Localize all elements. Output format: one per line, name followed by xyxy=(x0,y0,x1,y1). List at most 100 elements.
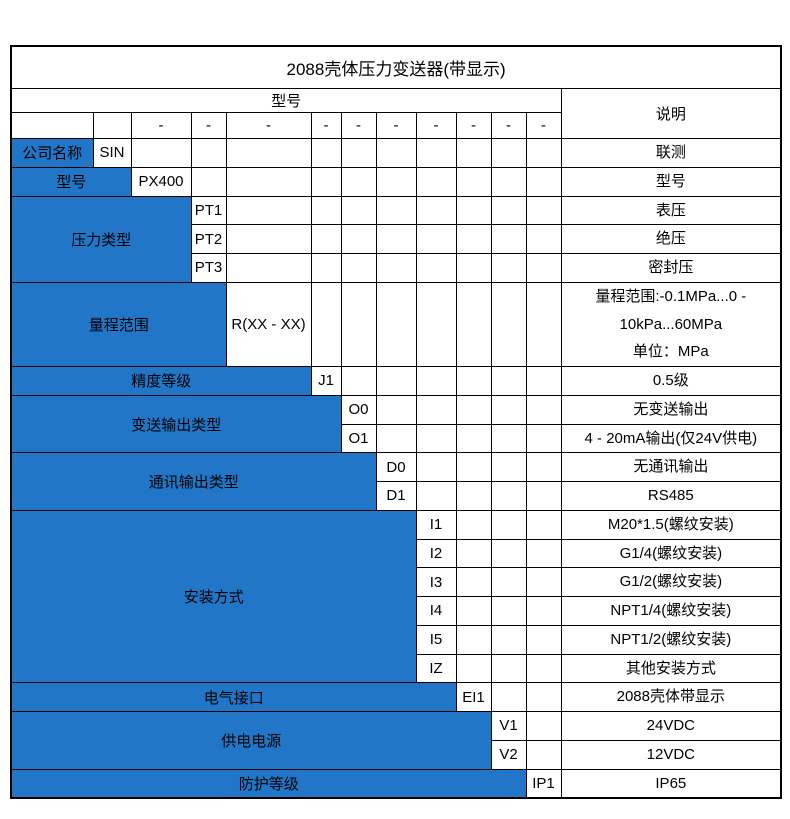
empty-cell xyxy=(490,138,527,168)
empty-cell xyxy=(130,138,192,168)
empty-cell xyxy=(490,452,527,482)
empty-cell xyxy=(525,224,562,254)
empty-cell xyxy=(455,195,492,226)
option-row: I3 G1/2(螺纹安装) xyxy=(11,567,782,597)
empty-cell xyxy=(525,596,562,626)
option-code: PT2 xyxy=(190,224,227,254)
option-code: PT3 xyxy=(190,253,227,283)
empty-cell xyxy=(455,596,492,626)
empty-cell xyxy=(225,166,312,197)
empty-cell xyxy=(375,138,417,168)
option-code: I5 xyxy=(415,624,457,655)
option-description: 24VDC xyxy=(560,711,782,741)
empty-cell xyxy=(415,423,457,454)
empty-cell xyxy=(455,624,492,655)
model-header-row: 型号 说明 xyxy=(10,88,782,139)
empty-cell xyxy=(525,739,562,770)
empty-cell xyxy=(225,224,312,254)
option-row: O1 4 - 20mA输出(仅24V供电) xyxy=(11,423,782,454)
empty-cell xyxy=(375,195,417,226)
option-code: I3 xyxy=(415,567,457,597)
dash-cell: - xyxy=(190,112,227,139)
section-label: 型号 xyxy=(10,166,132,197)
option-row: 供电电源 V1 24VDC xyxy=(10,711,782,770)
empty-cell xyxy=(190,166,227,197)
dash-cell: - xyxy=(340,112,377,139)
empty-cell xyxy=(415,366,457,396)
empty-cell xyxy=(415,138,457,168)
empty-cell xyxy=(340,281,377,368)
empty-cell xyxy=(490,624,527,655)
option-code: IZ xyxy=(415,653,457,684)
selection-table-body: 公司名称 SIN 联测 型号 PX400 型号 压力类型 PT1 表压 PT2 绝压 PT3 密封压 量程… xyxy=(10,138,782,799)
empty-cell xyxy=(490,596,527,626)
option-description: 密封压 xyxy=(560,253,782,283)
empty-cell xyxy=(455,253,492,283)
empty-cell xyxy=(415,394,457,425)
empty-cell xyxy=(375,394,417,425)
empty-cell xyxy=(225,253,312,283)
dash-cell: - xyxy=(130,112,192,139)
option-row: IZ 其他安装方式 xyxy=(11,653,782,684)
option-description: 无通讯输出 xyxy=(560,452,782,482)
dash-cell: - xyxy=(415,112,457,139)
empty-cell xyxy=(455,653,492,684)
empty-cell xyxy=(340,138,377,168)
option-row: 防护等级 IP1 IP65 xyxy=(10,768,782,799)
description-header: 说明 xyxy=(560,88,782,139)
option-code: J1 xyxy=(310,366,342,396)
dash-cell: - xyxy=(490,112,527,139)
option-description: 联测 xyxy=(560,138,782,168)
option-code: V1 xyxy=(490,711,527,741)
empty-cell xyxy=(415,481,457,511)
empty-cell xyxy=(525,423,562,454)
empty-cell xyxy=(490,567,527,597)
option-row: 安装方式 I1 M20*1.5(螺纹安装) xyxy=(10,509,782,684)
empty-cell xyxy=(490,366,527,396)
empty-cell xyxy=(490,682,527,712)
empty-cell xyxy=(455,166,492,197)
empty-cell xyxy=(455,138,492,168)
empty-cell xyxy=(415,253,457,283)
empty-cell xyxy=(525,452,562,482)
option-description: NPT1/2(螺纹安装) xyxy=(560,624,782,655)
option-description: IP65 xyxy=(560,768,782,799)
empty-header-cell xyxy=(92,112,132,139)
option-code: EI1 xyxy=(455,682,492,712)
option-description: 其他安装方式 xyxy=(560,653,782,684)
empty-cell xyxy=(340,195,377,226)
section-label: 变送输出类型 xyxy=(10,394,342,454)
empty-cell xyxy=(525,195,562,226)
empty-cell xyxy=(455,567,492,597)
option-description: NPT1/4(螺纹安装) xyxy=(560,596,782,626)
empty-cell xyxy=(340,253,377,283)
option-row: 电气接口 EI1 2088壳体带显示 xyxy=(10,682,782,712)
section-label: 压力类型 xyxy=(10,195,192,283)
dash-cell: - xyxy=(375,112,417,139)
option-description: 无变送输出 xyxy=(560,394,782,425)
empty-cell xyxy=(375,166,417,197)
section-label: 电气接口 xyxy=(10,682,457,712)
section-label: 安装方式 xyxy=(10,509,417,684)
option-row: I4 NPT1/4(螺纹安装) xyxy=(11,596,782,626)
empty-cell xyxy=(455,423,492,454)
empty-cell xyxy=(455,366,492,396)
section-label: 精度等级 xyxy=(10,366,312,396)
empty-cell xyxy=(490,653,527,684)
empty-cell xyxy=(455,481,492,511)
option-description: 4 - 20mA输出(仅24V供电) xyxy=(560,423,782,454)
empty-cell xyxy=(490,394,527,425)
option-row: PT2 绝压 xyxy=(11,224,782,254)
section-label: 供电电源 xyxy=(10,711,492,770)
empty-cell xyxy=(525,281,562,368)
option-row: D1 RS485 xyxy=(11,481,782,511)
empty-cell xyxy=(525,481,562,511)
dash-row: - - - - - - - - - - xyxy=(10,112,781,139)
empty-cell xyxy=(415,166,457,197)
option-row: 压力类型 PT1 表压 xyxy=(10,195,782,283)
option-description: 12VDC xyxy=(560,739,782,770)
section-label: 公司名称 xyxy=(10,138,94,168)
title-row: 2088壳体压力变送器(带显示) xyxy=(10,45,782,89)
empty-cell xyxy=(490,423,527,454)
